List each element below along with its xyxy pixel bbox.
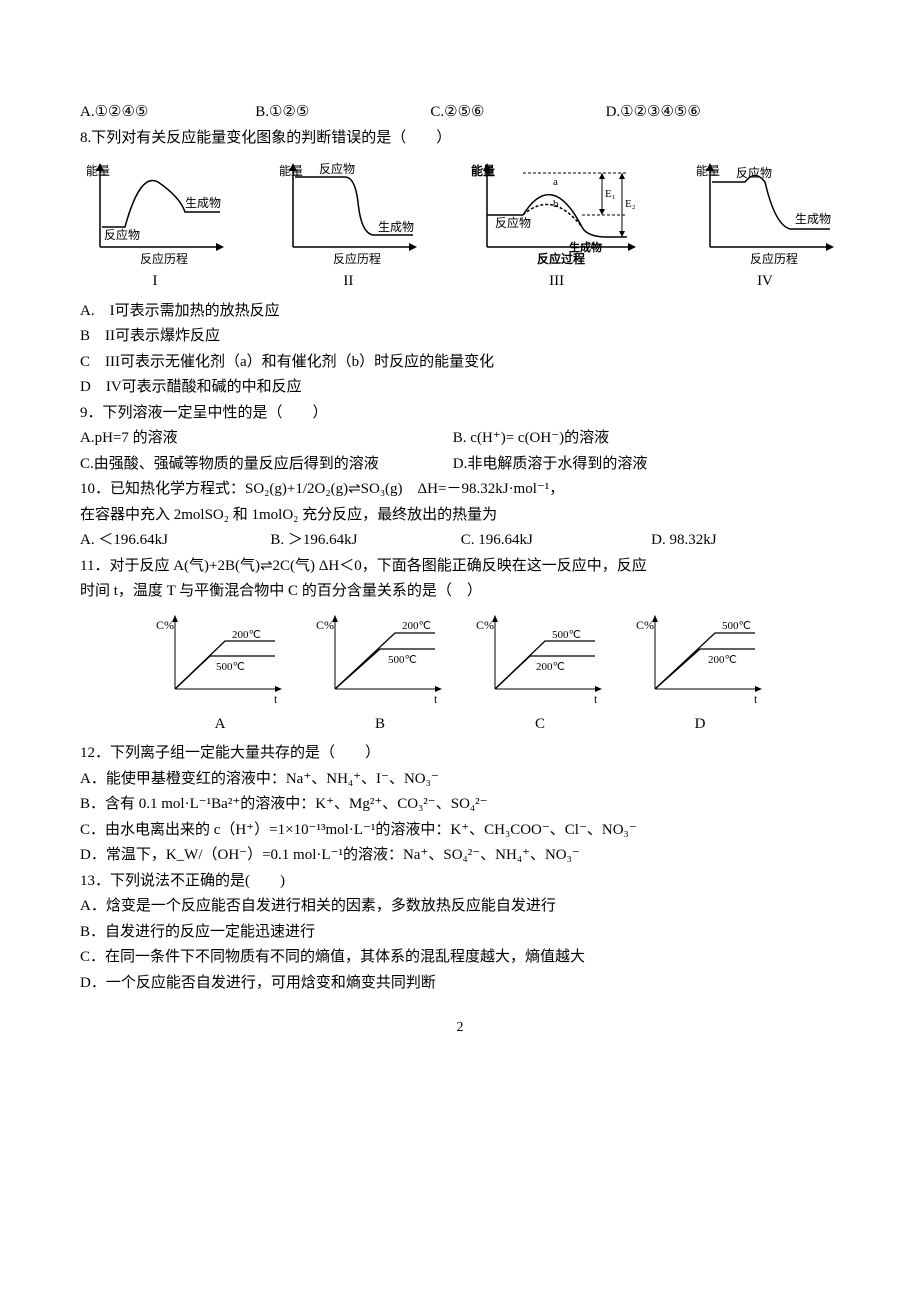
svg-text:500℃: 500℃ [216,661,245,673]
svg-text:200℃: 200℃ [708,654,737,666]
q11-label-b: B [310,712,450,738]
q11-label-row: A B C D [80,712,840,738]
svg-text:200℃: 200℃ [536,661,565,673]
q8-diagram-4: 能量 反应物 生成物 反应历程 [690,157,840,267]
q7-opt-b: B.①②⑤ [255,100,422,126]
svg-text:a: a [553,176,558,188]
q10-opt-a: A. ＜196.64kJ [80,528,262,554]
svg-text:反应物: 反应物 [104,227,140,242]
q10-options: A. ＜196.64kJ B. ＞196.64kJ C. 196.64kJ D.… [80,528,840,554]
q11-label-d: D [630,712,770,738]
q13-stem: 13．下列说法不正确的是( ) [80,869,840,895]
q11-stem2: 时间 t，温度 T 与平衡混合物中 C 的百分含量关系的是（ ） [80,579,840,605]
q7-options: A.①②④⑤ B.①②⑤ C.②⑤⑥ D.①②③④⑤⑥ [80,100,840,126]
q8-opt-d: D IV可表示醋酸和碱的中和反应 [80,375,840,401]
svg-text:C%: C% [316,618,334,632]
svg-text:反应历程: 反应历程 [140,251,188,266]
q8-label-1: I [80,269,230,295]
q9-opt-a: A.pH=7 的溶液 [80,426,445,452]
q10-opt-d: D. 98.32kJ [651,528,833,554]
svg-text:C%: C% [636,618,654,632]
q8-opt-b: B II可表示爆炸反应 [80,324,840,350]
q10-opt-b: B. ＞196.64kJ [270,528,452,554]
svg-text:E₂: E₂ [625,198,636,210]
q8-label-row: I II III IV [80,269,840,295]
q12-opt-b: B．含有 0.1 mol·L⁻¹Ba²⁺的溶液中：K⁺、Mg²⁺、CO₃²⁻、S… [80,792,840,818]
svg-text:能量: 能量 [86,164,110,178]
svg-text:能量: 能量 [696,164,720,178]
q11-diagram-b: C% 200℃ 500℃ t [310,611,450,706]
q8-diagram-1: 能量 反应物 生成物 反应历程 [80,157,230,267]
svg-text:反应历程: 反应历程 [333,251,381,266]
q7-opt-d: D.①②③④⑤⑥ [606,100,773,126]
svg-text:C%: C% [476,618,494,632]
q13-opt-b: B．自发进行的反应一定能迅速进行 [80,920,840,946]
q9-stem: 9．下列溶液一定呈中性的是（ ） [80,401,840,427]
q10-stem1: 10．已知热化学方程式：SO₂(g)+1/2O₂(g)⇌SO₃(g) ΔH=－9… [80,477,840,503]
q12-stem: 12．下列离子组一定能大量共存的是（ ） [80,741,840,767]
svg-text:生成物: 生成物 [795,212,831,226]
q13-opt-d: D．一个反应能否自发进行，可用焓变和熵变共同判断 [80,971,840,997]
svg-text:生成物: 生成物 [378,220,414,234]
q11-stem1: 11．对于反应 A(气)+2B(气)⇌2C(气) ΔH＜0，下面各图能正确反映在… [80,554,840,580]
q8-opt-c: C III可表示无催化剂（a）和有催化剂（b）时反应的能量变化 [80,350,840,376]
svg-text:反应过程: 反应过程 [537,251,585,266]
q8-label-4: IV [690,269,840,295]
q13-opt-a: A．焓变是一个反应能否自发进行相关的因素，多数放热反应能自发进行 [80,894,840,920]
q12-opt-c: C．由水电离出来的 c（H⁺）=1×10⁻¹³mol·L⁻¹的溶液中：K⁺、CH… [80,818,840,844]
svg-text:E₁: E₁ [605,188,616,200]
q11-diagram-d: C% 500℃ 200℃ t [630,611,770,706]
svg-text:t: t [434,692,438,706]
q8-diagram-row: 能量 反应物 生成物 反应历程 能量 反应物 生成物 反应历程 [80,157,840,267]
q11-diagram-c: C% 500℃ 200℃ t [470,611,610,706]
svg-text:能量: 能量 [279,164,303,178]
q9-opt-d: D.非电解质溶于水得到的溶液 [453,452,818,478]
svg-text:C%: C% [156,618,174,632]
q12-opt-d: D．常温下，K_W/（OH⁻）=0.1 mol·L⁻¹的溶液：Na⁺、SO₄²⁻… [80,843,840,869]
q9-opt-b: B. c(H⁺)= c(OH⁻)的溶液 [453,426,818,452]
q10-opt-c: C. 196.64kJ [461,528,643,554]
q13-opt-c: C．在同一条件下不同物质有不同的熵值，其体系的混乱程度越大，熵值越大 [80,945,840,971]
svg-text:反应物: 反应物 [495,215,531,230]
svg-text:反应历程: 反应历程 [750,251,798,266]
svg-text:b: b [553,198,559,210]
q11-label-a: A [150,712,290,738]
page-number: 2 [80,1016,840,1040]
q9-row2: C.由强酸、强碱等物质的量反应后得到的溶液 D.非电解质溶于水得到的溶液 [80,452,840,478]
q8-diagram-3: 能量 反应物 生成物 a b E₁ E₂ 反应过程 [467,157,647,267]
q8-opt-a: A. I可表示需加热的放热反应 [80,299,840,325]
q11-label-c: C [470,712,610,738]
q8-label-3: III [467,269,647,295]
svg-text:t: t [274,692,278,706]
svg-text:生成物: 生成物 [185,196,221,210]
svg-text:500℃: 500℃ [722,620,751,632]
svg-text:反应物: 反应物 [319,161,355,176]
svg-text:t: t [754,692,758,706]
q8-diagram-2: 能量 反应物 生成物 反应历程 [273,157,423,267]
q11-diagram-a: C% 200℃ 500℃ t [150,611,290,706]
q7-opt-c: C.②⑤⑥ [430,100,597,126]
q9-row1: A.pH=7 的溶液 B. c(H⁺)= c(OH⁻)的溶液 [80,426,840,452]
svg-text:200℃: 200℃ [402,620,431,632]
svg-text:t: t [594,692,598,706]
q10-stem2: 在容器中充入 2molSO₂ 和 1molO₂ 充分反应，最终放出的热量为 [80,503,840,529]
q7-opt-a: A.①②④⑤ [80,100,247,126]
svg-text:500℃: 500℃ [552,629,581,641]
q12-opt-a: A．能使甲基橙变红的溶液中：Na⁺、NH₄⁺、I⁻、NO₃⁻ [80,767,840,793]
svg-text:200℃: 200℃ [232,629,261,641]
q11-diagram-row: C% 200℃ 500℃ t C% 200℃ 500℃ t C% 500℃ 20… [80,611,840,706]
svg-text:反应物: 反应物 [736,165,772,180]
q8-label-2: II [273,269,423,295]
svg-text:能量: 能量 [471,163,495,178]
q8-stem: 8.下列对有关反应能量变化图象的判断错误的是（ ） [80,126,840,152]
svg-text:500℃: 500℃ [388,654,417,666]
q9-opt-c: C.由强酸、强碱等物质的量反应后得到的溶液 [80,452,445,478]
